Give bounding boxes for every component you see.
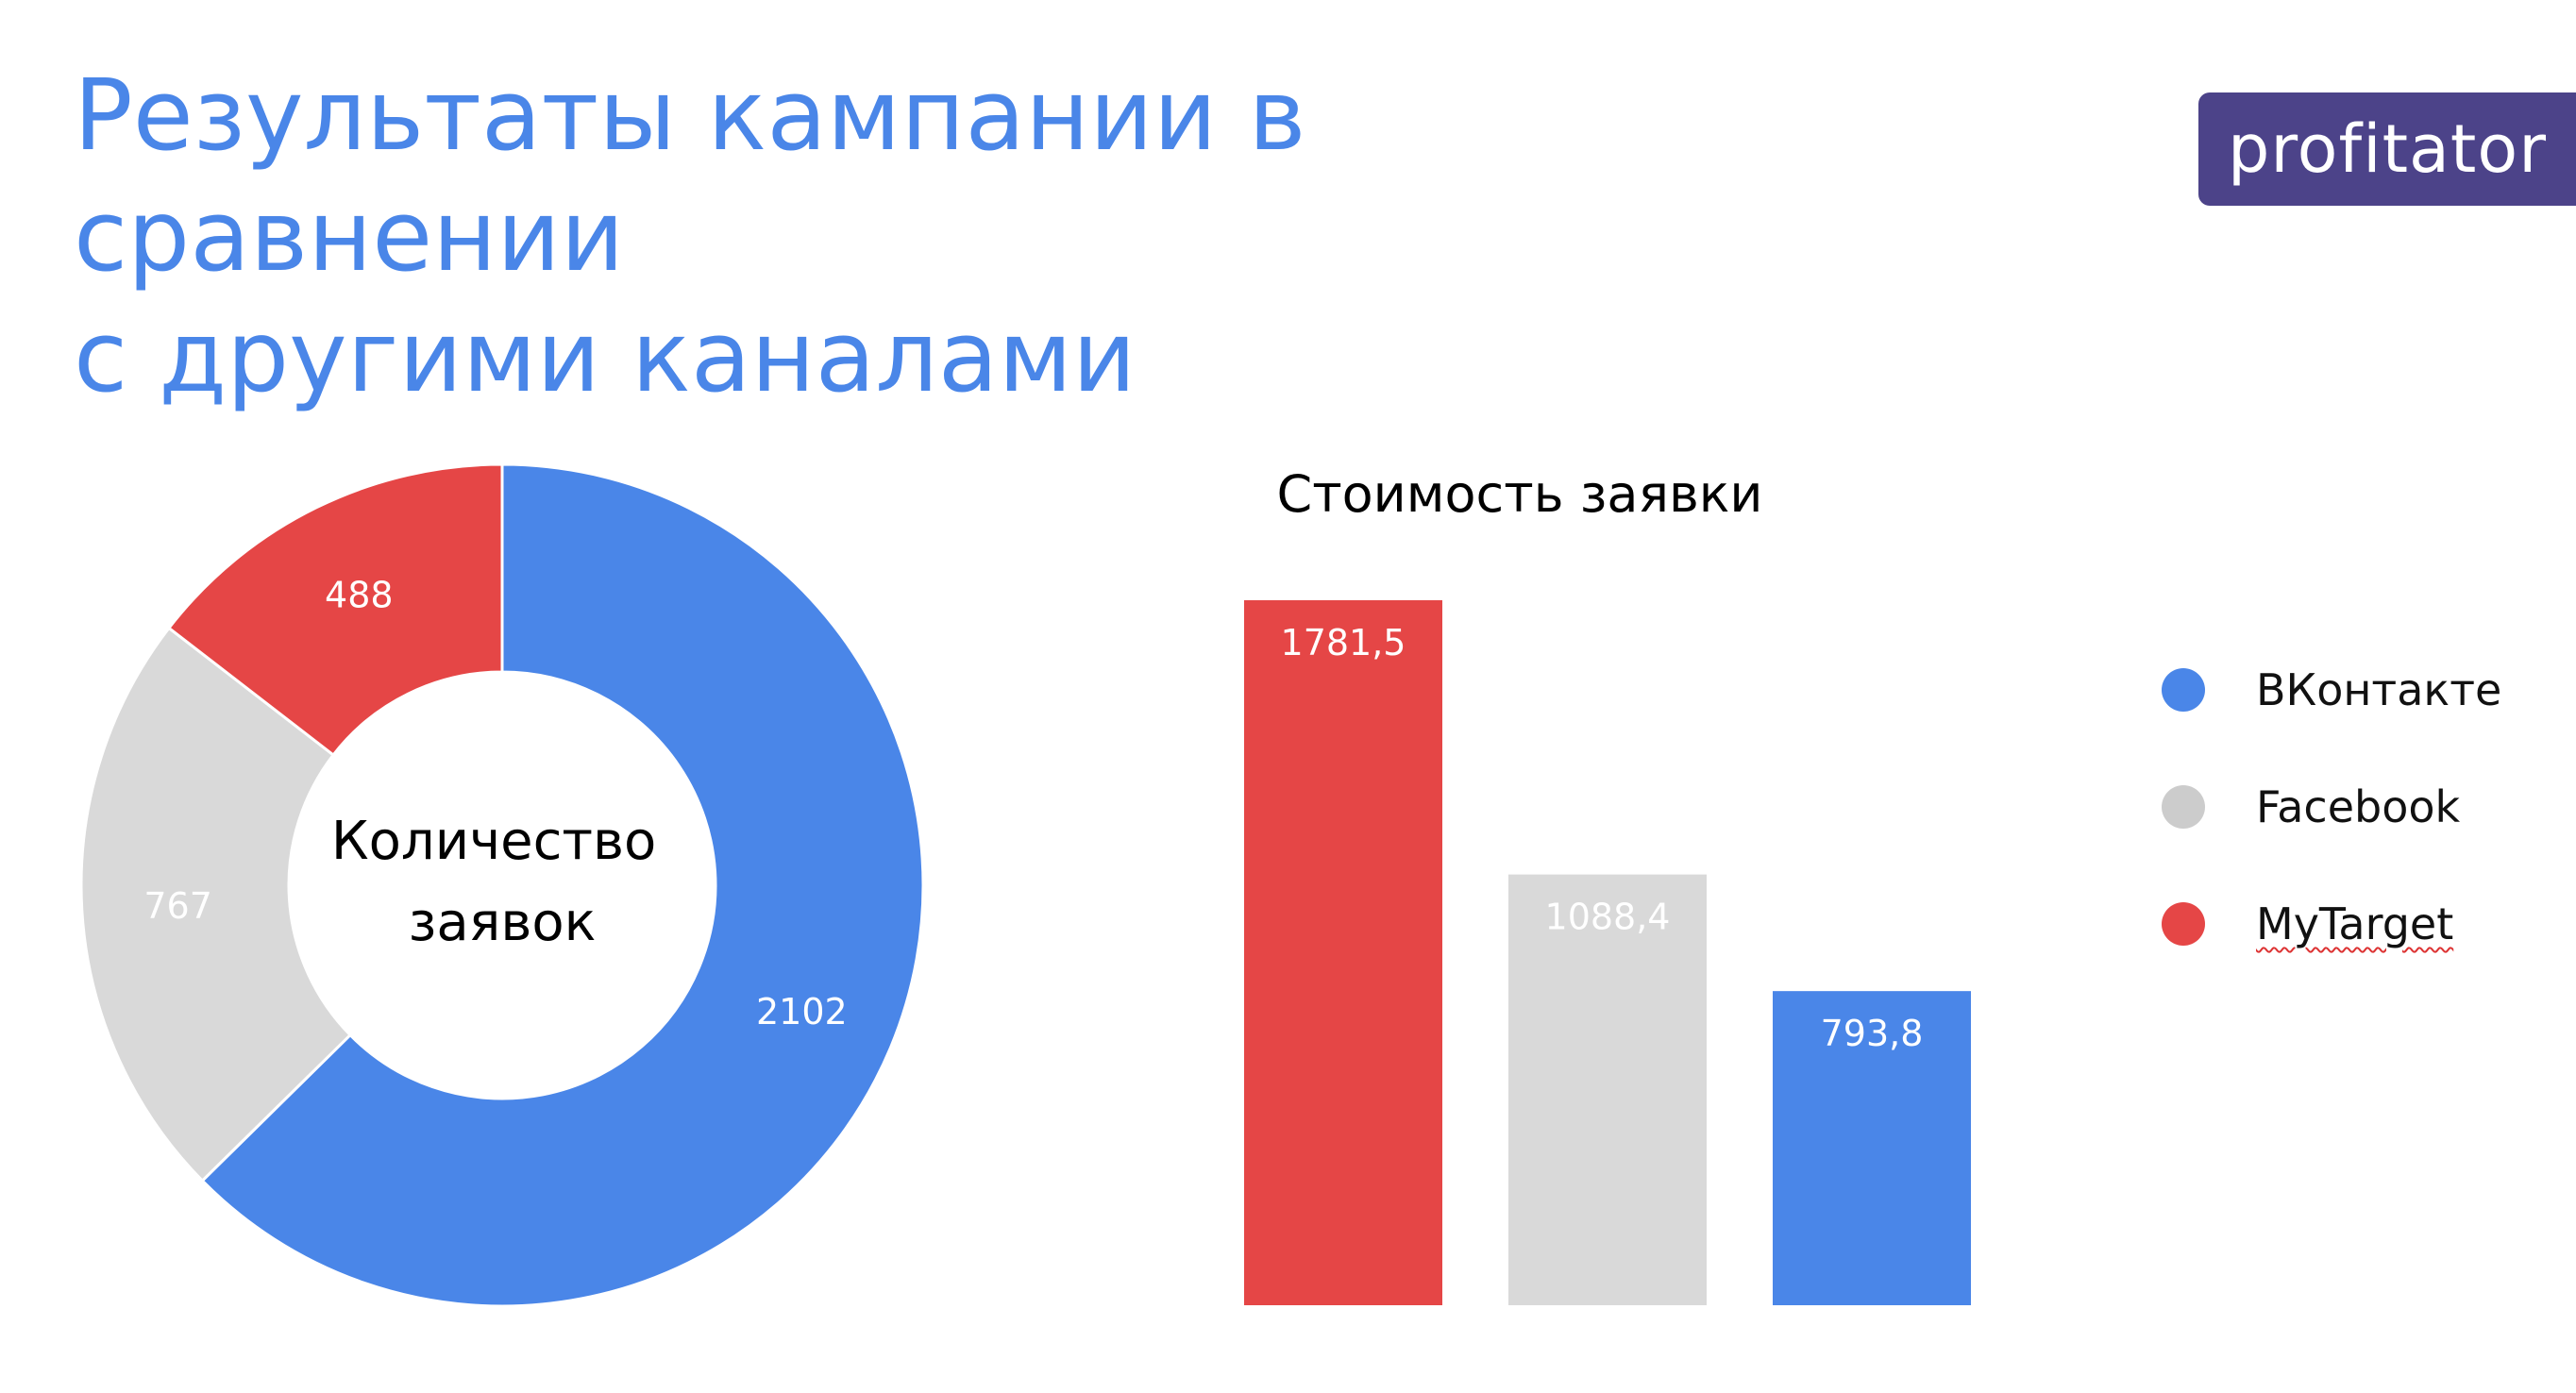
legend-label-facebook: Facebook — [2256, 781, 2461, 832]
donut-value-label-2: 488 — [325, 574, 394, 615]
slide-title: Результаты кампании в сравнении с другими… — [74, 58, 1306, 414]
bar-chart: 1781,5 1088,4 793,8 — [1244, 600, 1971, 1305]
legend-dot-vkontakte — [2162, 668, 2205, 712]
bar-0 — [1244, 600, 1442, 1305]
donut-value-label-1: 767 — [143, 885, 212, 927]
profitator-logo: profitator — [2198, 92, 2576, 206]
donut-slice-1 — [79, 626, 353, 1183]
legend-dot-mytarget — [2162, 902, 2205, 946]
legend-label-vkontakte: ВКонтакте — [2256, 664, 2502, 715]
bar-1 — [1508, 874, 1707, 1305]
donut-slice-2 — [166, 462, 504, 757]
legend-label-mytarget: MyTarget — [2256, 898, 2454, 949]
bar-value-label-1: 1088,4 — [1545, 897, 1671, 938]
bar-chart-title: Стоимость заявки — [1276, 464, 1762, 524]
donut-title-line-1: Количество — [331, 811, 656, 872]
donut-chart: 2102 767 488 — [79, 462, 925, 1308]
donut-center-label: Количество заявок — [331, 811, 673, 953]
donut-slice-0 — [200, 462, 925, 1308]
donut-value-label-0: 2102 — [756, 991, 848, 1032]
bar-value-label-0: 1781,5 — [1281, 622, 1406, 663]
donut-title-line-2: заявок — [409, 892, 597, 953]
legend-dot-facebook — [2162, 785, 2205, 829]
bar-value-label-2: 793,8 — [1821, 1013, 1924, 1054]
bar-2 — [1773, 991, 1971, 1305]
